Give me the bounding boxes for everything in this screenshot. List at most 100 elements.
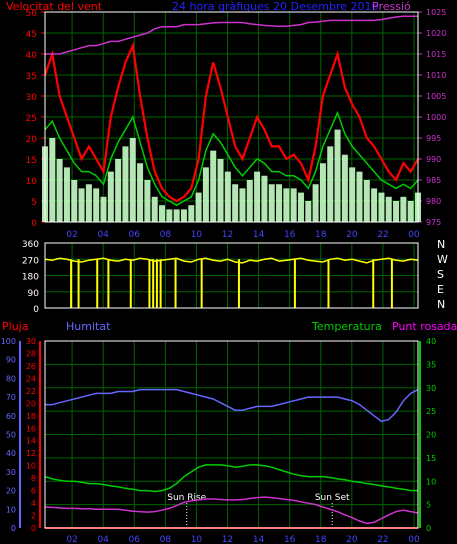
x-tick-label: 08: [160, 535, 172, 544]
wind-panel-frame: [44, 11, 419, 223]
y-tick-label-humidity: 10: [6, 505, 16, 514]
x-tick-label: 08: [160, 230, 172, 240]
y-tick-label-pressure: 980: [426, 197, 441, 206]
compass-label: N: [437, 238, 445, 251]
y-tick-label-pressure: 985: [426, 176, 441, 185]
y-tick-label-pressure: 1010: [426, 71, 446, 80]
x-tick-label: 10: [191, 230, 203, 240]
y-tick-label-direction: 0: [33, 305, 39, 315]
y-tick-label-humidity: 70: [6, 393, 16, 402]
y-tick-label-pressure: 1000: [426, 113, 446, 122]
y-tick-label-rain: 10: [26, 462, 36, 471]
x-tick-label: 16: [284, 230, 296, 240]
x-tick-label: 00: [408, 230, 420, 240]
humidity-line: [45, 388, 419, 423]
compass-label: W: [437, 253, 448, 266]
header-temperature-label: Temperatura: [311, 320, 382, 333]
y-tick-label-rain: 6: [31, 487, 36, 496]
pressure-line: [45, 15, 418, 55]
x-tick-label: 16: [284, 535, 296, 544]
compass-label: N: [437, 298, 445, 311]
y-tick-label-wind: 15: [26, 156, 37, 166]
header-title: 24 hora gràfiques 20 Desembre 2016: [172, 0, 379, 13]
y-tick-label-rain: 20: [26, 399, 36, 408]
direction-panel-frame: [44, 242, 419, 309]
y-tick-label-rain: 2: [31, 512, 36, 521]
wind-avg-line: [44, 110, 419, 207]
x-tick-label: 12: [222, 230, 233, 240]
y-tick-label-temp: 40: [426, 337, 436, 346]
y-tick-label-humidity: 50: [6, 431, 16, 440]
y-tick-label-pressure: 975: [426, 218, 441, 227]
x-tick-label: 10: [191, 535, 203, 544]
header-pressure-label: Pressió: [372, 0, 411, 13]
y-tick-label-humidity: 90: [6, 356, 16, 365]
y-tick-label-pressure: 1025: [426, 8, 446, 17]
y-tick-label-wind: 45: [26, 30, 37, 40]
x-tick-label: 00: [408, 535, 420, 544]
y-tick-label-rain: 28: [26, 349, 36, 358]
compass-label: S: [437, 268, 444, 281]
y-tick-label-temp: 0: [426, 524, 431, 533]
y-tick-label-rain: 14: [26, 437, 36, 446]
y-tick-label-temp: 30: [426, 384, 436, 393]
x-tick-label: 02: [66, 535, 77, 544]
dewpoint-line: [44, 496, 419, 525]
y-tick-label-humidity: 0: [11, 524, 16, 533]
x-tick-label: 04: [97, 535, 109, 544]
header-wind-label: Velocitat del vent: [6, 0, 103, 13]
x-tick-label: 14: [253, 535, 265, 544]
y-tick-label-pressure: 1015: [426, 50, 446, 59]
y-tick-label-wind: 0: [31, 219, 37, 229]
x-tick-label: 02: [66, 230, 77, 240]
x-tick-label: 14: [253, 230, 265, 240]
x-tick-label: 22: [377, 535, 388, 544]
y-tick-label-pressure: 995: [426, 134, 441, 143]
y-tick-label-temp: 10: [426, 477, 436, 486]
y-tick-label-direction: 180: [22, 273, 39, 283]
direction-line: [44, 257, 419, 264]
x-tick-label: 20: [346, 230, 358, 240]
y-tick-label-temp: 20: [426, 431, 436, 440]
x-tick-label: 06: [129, 230, 141, 240]
y-tick-label-wind: 50: [26, 9, 38, 19]
sun-set-label: Sun Set: [315, 493, 350, 503]
x-tick-label: 22: [377, 230, 388, 240]
y-tick-label-rain: 24: [26, 374, 36, 383]
x-tick-label: 04: [97, 230, 109, 240]
y-tick-label-wind: 30: [26, 93, 38, 103]
y-tick-label-humidity: 40: [6, 449, 16, 458]
y-tick-label-direction: 360: [22, 240, 39, 250]
y-tick-label-rain: 22: [26, 387, 36, 396]
header-rain-label: Pluja: [2, 320, 28, 333]
sun-rise-label: Sun Rise: [167, 493, 206, 503]
y-tick-label-wind: 35: [26, 72, 37, 82]
y-tick-label-direction: 270: [22, 256, 39, 266]
y-tick-label-wind: 40: [26, 51, 38, 61]
y-tick-label-pressure: 1005: [426, 92, 446, 101]
y-tick-label-pressure: 1020: [426, 29, 446, 38]
header-humidity-label: Humitat: [66, 320, 111, 333]
y-tick-label-rain: 12: [26, 449, 36, 458]
y-tick-label-rain: 26: [26, 362, 36, 371]
y-tick-label-humidity: 60: [6, 412, 16, 421]
y-tick-label-wind: 5: [31, 198, 37, 208]
y-tick-label-humidity: 20: [6, 487, 16, 496]
y-tick-label-rain: 16: [26, 424, 36, 433]
y-tick-label-direction: 90: [28, 289, 40, 299]
x-tick-label: 12: [222, 535, 233, 544]
y-tick-label-humidity: 100: [1, 337, 16, 346]
temperature-line: [44, 464, 418, 493]
y-tick-label-wind: 25: [26, 114, 37, 124]
wind-gust-line: [43, 41, 419, 203]
climate-panel-frame: [44, 340, 419, 529]
y-tick-label-temp: 35: [426, 360, 436, 369]
y-tick-label-humidity: 80: [6, 374, 16, 383]
y-tick-label-rain: 4: [31, 499, 36, 508]
header-dewpoint-label: Punt rosada: [392, 320, 457, 333]
y-tick-label-humidity: 30: [6, 468, 16, 477]
y-tick-label-temp: 25: [426, 407, 436, 416]
y-tick-label-wind: 10: [26, 177, 38, 187]
y-tick-label-pressure: 990: [426, 155, 441, 164]
x-tick-label: 20: [346, 535, 358, 544]
